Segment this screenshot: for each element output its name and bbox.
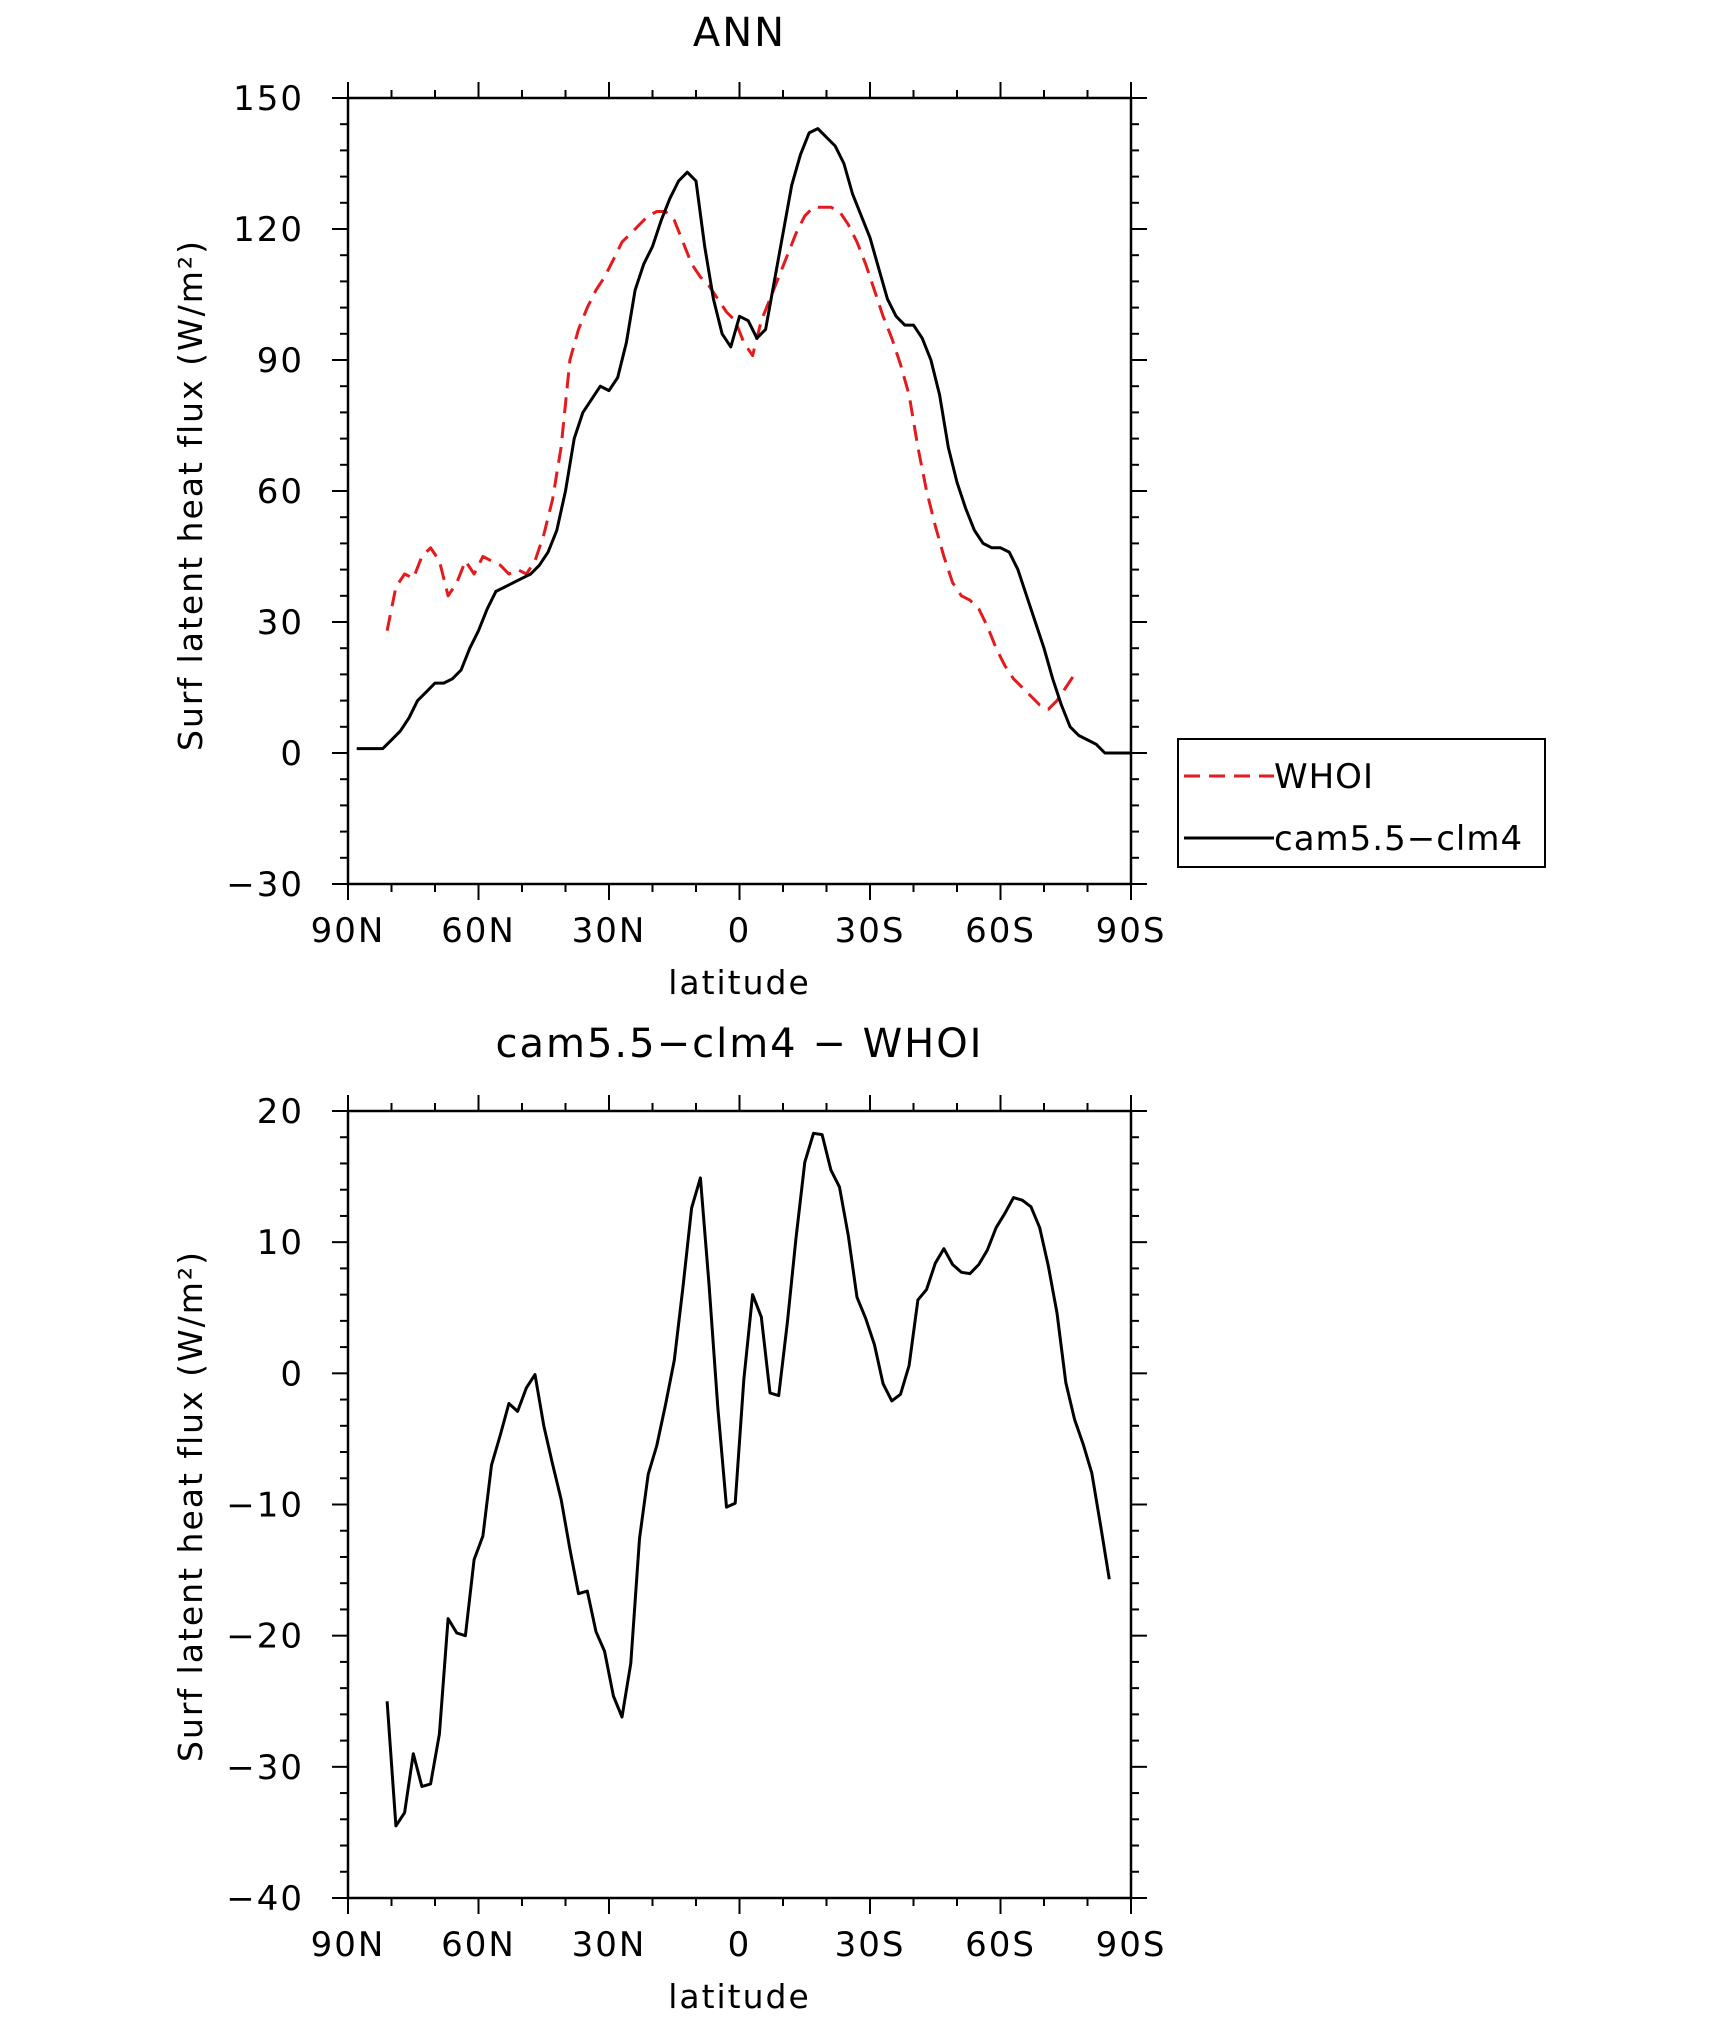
y-tick-label: 0 [280,734,304,774]
panel-top: ANN 90N 60N 30N 0 30S 60S 90S −30 0 30 60 90 120 150 la… [171,10,1546,1002]
x-tick-label: 60S [965,911,1036,951]
y-tick-label: −40 [226,1879,304,1919]
tick-marks [332,82,1147,900]
panel-bottom: cam5.5−clm4 − WHOI 90N 60N 30N 0 30S 60S 90S −40… [171,1021,1167,2016]
y-tick-label: 10 [257,1223,304,1263]
y-tick-label: 150 [233,79,304,119]
y-tick-label: 0 [280,1354,304,1394]
chart-title: ANN [693,10,786,56]
x-tick-label: 0 [728,1925,752,1965]
y-tick-label: 60 [257,472,304,512]
chart-title: cam5.5−clm4 − WHOI [496,1021,984,1067]
plot-frame [346,1109,1133,1900]
y-tick-label: 30 [257,603,304,643]
legend-box [1177,738,1546,868]
x-axis-label: latitude [668,963,811,1002]
series-line-cam5-5-clm4 [356,127,1131,755]
series-line-difference [385,1131,1111,1828]
y-tick-label: −20 [226,1617,304,1657]
y-tick-label: −30 [226,865,304,905]
y-tick-label: −30 [226,1748,304,1788]
plot-frame [346,96,1133,886]
x-tick-label: 30N [572,911,647,951]
legend: WHOI cam5.5−clm4 [1177,738,1546,868]
x-tick-label: 60N [441,1925,516,1965]
legend-label: cam5.5−clm4 [1274,819,1523,859]
tick-marks [332,1095,1147,1914]
x-tick-label: 0 [728,911,752,951]
y-tick-label: 90 [257,341,304,381]
y-tick-label: 20 [257,1092,304,1132]
legend-label: WHOI [1274,757,1374,797]
x-tick-label: 90S [1096,911,1167,951]
x-axis-label: latitude [668,1977,811,2016]
x-tick-label: 30S [835,1925,906,1965]
x-tick-label: 30N [572,1925,647,1965]
x-tick-label: 60N [441,911,516,951]
x-tick-label: 90N [311,1925,386,1965]
x-tick-label: 60S [965,1925,1036,1965]
y-axis-label: Surf latent heat flux (W/m²) [171,1250,210,1762]
y-tick-label: 120 [233,210,304,250]
y-axis-label: Surf latent heat flux (W/m²) [171,239,210,751]
y-tick-label: −10 [226,1486,304,1526]
x-tick-label: 30S [835,911,906,951]
x-tick-label: 90S [1096,1925,1167,1965]
series-line-whoi [385,205,1076,711]
x-tick-label: 90N [311,911,386,951]
